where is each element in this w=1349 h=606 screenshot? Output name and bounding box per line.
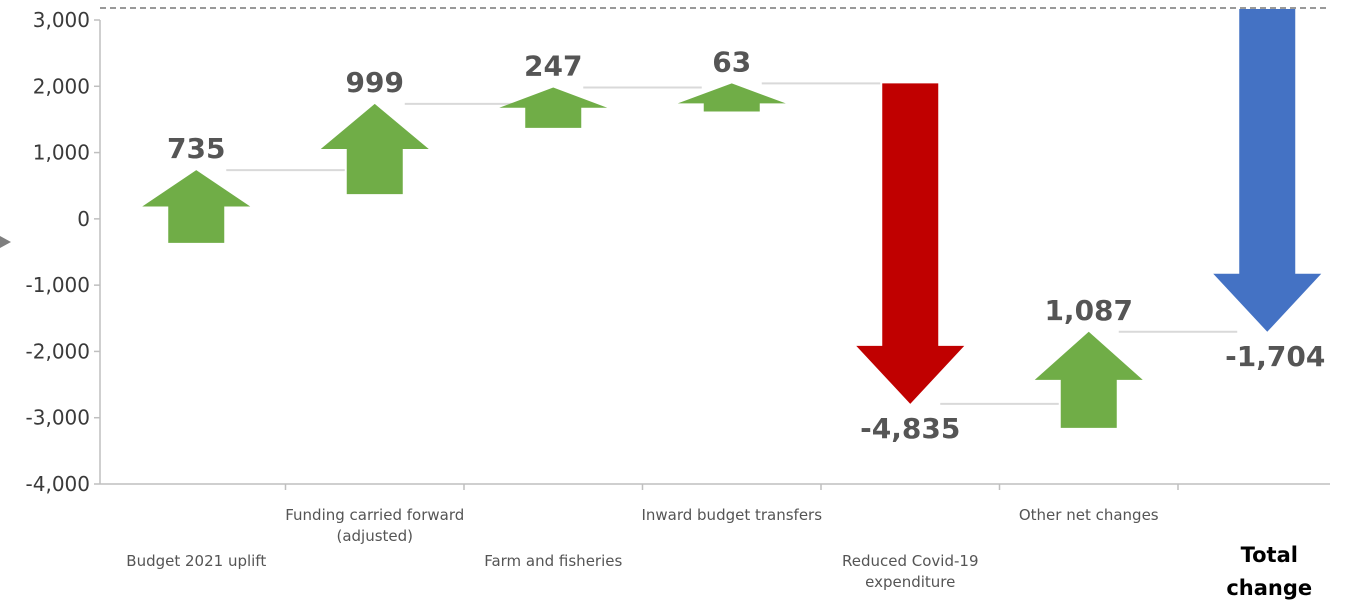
arrow-0 bbox=[142, 170, 251, 243]
category-label: Other net changes bbox=[1019, 506, 1159, 524]
value-label: 63 bbox=[712, 45, 751, 78]
category-label: Budget 2021 uplift bbox=[126, 552, 266, 570]
category-label: Farm and fisheries bbox=[484, 552, 622, 570]
value-label: 999 bbox=[346, 66, 404, 99]
arrow-3 bbox=[677, 83, 786, 112]
y-tick-label: 0 bbox=[77, 207, 90, 231]
y-tick-label: -4,000 bbox=[26, 472, 90, 496]
category-label: expenditure bbox=[865, 573, 955, 591]
arrow-4 bbox=[856, 83, 965, 404]
y-tick-label: -3,000 bbox=[26, 406, 90, 430]
category-label: Inward budget transfers bbox=[641, 506, 822, 524]
category-label: (adjusted) bbox=[336, 527, 413, 545]
arrow-2 bbox=[499, 87, 608, 128]
y-tick-label: 2,000 bbox=[33, 74, 90, 98]
y-tick-label: -1,000 bbox=[26, 273, 90, 297]
y-tick-label: 1,000 bbox=[33, 141, 90, 165]
category-label: Total bbox=[1241, 543, 1298, 567]
value-label: 1,087 bbox=[1044, 294, 1133, 327]
y-tick-label: 3,000 bbox=[33, 8, 90, 32]
category-label: Reduced Covid-19 bbox=[842, 552, 979, 570]
arrow-1 bbox=[320, 103, 429, 195]
category-label: change bbox=[1226, 576, 1312, 600]
value-label: -1,704 bbox=[1225, 340, 1325, 373]
value-label: 247 bbox=[524, 50, 582, 83]
pointer-triangle bbox=[0, 236, 11, 248]
value-label: -4,835 bbox=[860, 412, 960, 445]
value-label: 735 bbox=[167, 132, 225, 165]
arrow-6 bbox=[1213, 9, 1322, 332]
y-tick-label: -2,000 bbox=[26, 339, 90, 363]
arrow-5 bbox=[1034, 331, 1143, 428]
category-label: Funding carried forward bbox=[285, 506, 464, 524]
